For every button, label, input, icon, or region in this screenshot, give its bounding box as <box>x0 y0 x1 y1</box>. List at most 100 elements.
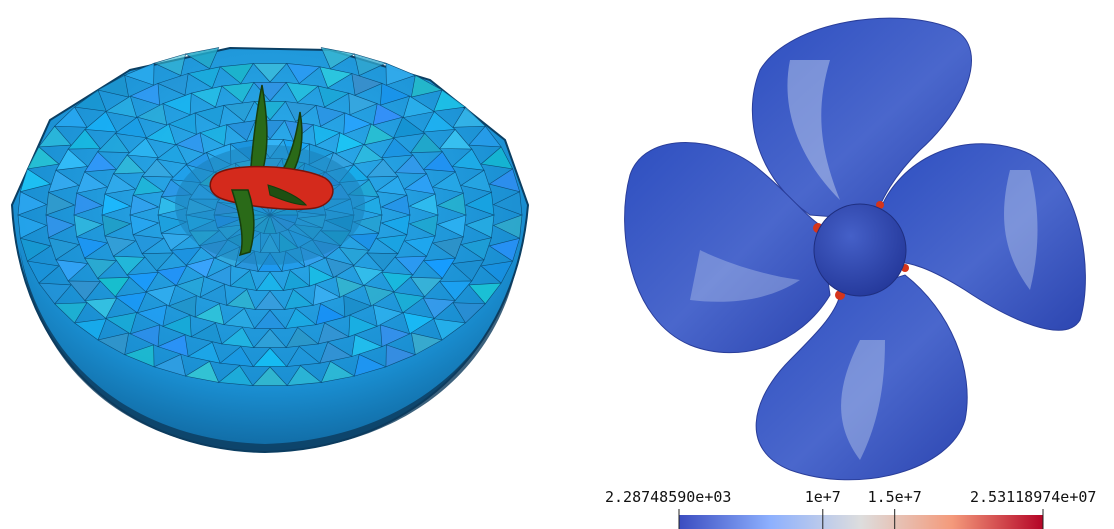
mesh-element <box>286 365 323 386</box>
mesh-element <box>351 73 383 96</box>
mesh-element <box>363 284 395 307</box>
mesh-element <box>55 148 89 171</box>
mesh-element <box>468 282 502 305</box>
mesh-element <box>132 175 165 196</box>
mesh-element <box>76 236 108 259</box>
mesh-element <box>385 344 417 368</box>
mesh-element <box>48 169 80 193</box>
mesh-element <box>338 247 370 266</box>
mesh-element <box>48 237 80 261</box>
mesh-element <box>353 53 387 77</box>
mesh-element <box>104 95 138 118</box>
mesh-element <box>132 234 165 255</box>
mesh-element <box>255 271 285 291</box>
mesh-element <box>129 324 160 348</box>
mesh-element <box>394 255 428 276</box>
mesh-element <box>170 247 202 266</box>
mesh-element <box>315 303 346 326</box>
mesh-element <box>175 276 205 298</box>
mesh-element <box>488 168 521 193</box>
colorbar-tick-2-label: 1.5e+7 <box>868 488 922 506</box>
mesh-element <box>343 295 373 318</box>
mesh-element <box>394 154 428 175</box>
blade-right <box>879 143 1086 331</box>
mesh-element <box>194 104 225 127</box>
mesh-element <box>167 112 197 135</box>
mesh-element <box>343 112 373 135</box>
mesh-element <box>167 295 197 318</box>
mesh-element <box>432 171 464 194</box>
mesh-element <box>492 191 523 216</box>
blade-left <box>624 142 831 354</box>
mesh-element <box>229 269 257 291</box>
mesh-element <box>402 95 436 118</box>
mesh-element <box>488 237 521 262</box>
mesh-element <box>460 237 492 261</box>
mesh-element <box>408 193 439 216</box>
mesh-element <box>19 237 52 262</box>
mesh-element <box>348 314 379 338</box>
mesh-element <box>451 148 485 171</box>
mesh-triangles <box>17 47 523 386</box>
mesh-element <box>335 132 365 154</box>
mesh-element <box>104 312 138 335</box>
mesh-element <box>284 307 317 329</box>
mesh-element <box>393 291 426 314</box>
mesh-element <box>436 214 467 238</box>
mesh-element <box>26 260 60 284</box>
mesh-element <box>347 232 380 251</box>
mesh-element <box>199 124 228 147</box>
blade-top <box>751 17 972 221</box>
colorbar-gradient <box>679 515 1043 529</box>
mesh-element <box>285 326 319 348</box>
mesh-element <box>283 269 311 291</box>
mesh-element <box>185 257 215 278</box>
mesh-element <box>381 271 414 293</box>
mesh-element <box>160 232 193 251</box>
mesh-element <box>403 235 436 257</box>
mesh-element <box>73 192 104 216</box>
mesh-element <box>352 214 383 234</box>
mesh-element <box>114 116 147 139</box>
mesh-element <box>317 85 350 108</box>
mesh-element <box>145 123 177 146</box>
mesh-element <box>157 73 189 96</box>
mesh-element <box>17 214 48 239</box>
mesh-element <box>45 214 76 239</box>
mesh-element <box>184 360 220 383</box>
mesh-element <box>363 123 395 146</box>
mesh-element <box>184 47 220 70</box>
mesh-element <box>480 146 514 170</box>
mesh-element <box>375 234 408 255</box>
mesh-element <box>353 353 387 377</box>
mesh-element <box>76 171 108 194</box>
mesh-element <box>366 252 399 272</box>
mesh-element <box>123 344 155 368</box>
mesh-element <box>126 271 159 293</box>
mesh-element <box>352 265 385 287</box>
mesh-element <box>187 66 221 89</box>
mesh-element <box>436 192 467 216</box>
mesh-element <box>380 194 411 216</box>
mesh-element <box>312 283 341 306</box>
mesh-element <box>45 191 76 216</box>
mesh-element <box>464 214 495 239</box>
mesh-element <box>226 120 256 142</box>
mesh-element <box>161 314 192 338</box>
blade-right-highlight <box>1004 170 1038 290</box>
mesh-element <box>452 302 487 324</box>
mesh-element <box>84 151 117 173</box>
mesh-element <box>219 63 254 84</box>
mesh-element <box>126 137 159 159</box>
mesh-element <box>38 125 72 148</box>
mesh-element <box>38 282 72 305</box>
propeller-blade-front <box>267 184 308 206</box>
mesh-element <box>190 85 223 108</box>
mesh-element <box>422 111 456 133</box>
mesh-element <box>423 151 456 173</box>
mesh-element <box>320 47 356 70</box>
mesh-element <box>480 260 514 284</box>
mesh-element <box>380 214 411 236</box>
mesh-element <box>385 62 417 86</box>
mesh-element <box>155 143 188 165</box>
